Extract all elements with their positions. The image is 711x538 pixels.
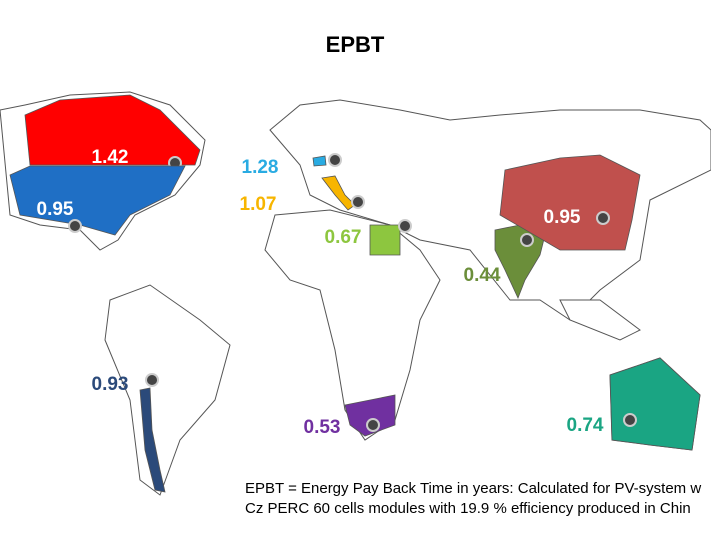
footnote: EPBT = Energy Pay Back Time in years: Ca… (245, 480, 701, 497)
region-value: 1.07 (240, 194, 277, 215)
region-value: 1.28 (242, 157, 279, 178)
pin (398, 219, 412, 233)
pin (328, 153, 342, 167)
pin (520, 233, 534, 247)
region (609, 357, 701, 451)
region (24, 94, 201, 166)
region (499, 154, 641, 251)
region-value: 1.42 (92, 147, 129, 168)
pin (351, 195, 365, 209)
region-value: 0.95 (544, 207, 581, 228)
footnote: Cz PERC 60 cells modules with 19.9 % eff… (245, 500, 691, 517)
pin (68, 219, 82, 233)
region-value: 0.67 (325, 227, 362, 248)
pin (145, 373, 159, 387)
pin (596, 211, 610, 225)
region (9, 165, 186, 236)
region-value: 0.93 (92, 374, 129, 395)
pin (623, 413, 637, 427)
regions: 1.42 0.95 1.28 1.07 0.67 0.44 0.95 0.93 0.53 0.74 (9, 94, 701, 493)
region (139, 387, 166, 493)
region-value: 0.74 (567, 415, 604, 436)
region (312, 155, 327, 167)
region-value: 0.95 (37, 199, 74, 220)
region-value: 0.44 (464, 265, 501, 286)
region (369, 224, 401, 256)
title: EPBT (326, 32, 385, 57)
region-value: 0.53 (304, 417, 341, 438)
pin (366, 418, 380, 432)
region (344, 394, 396, 437)
